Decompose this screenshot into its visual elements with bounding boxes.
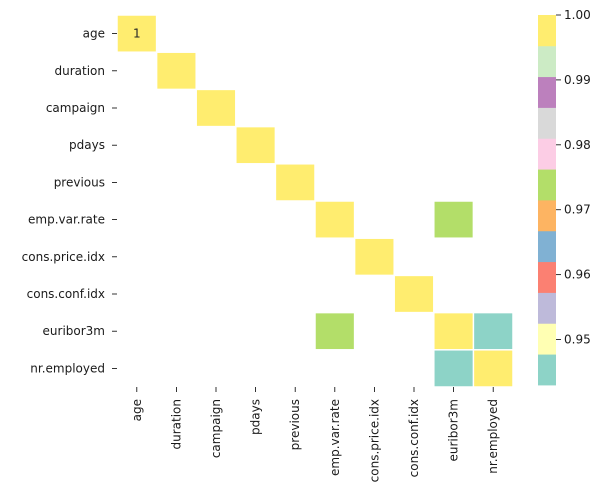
x-tick-label: previous xyxy=(288,399,302,450)
colorbar-tick-label: 0.96 xyxy=(564,268,591,282)
heatmap-cells xyxy=(117,15,513,387)
x-tick-label: nr.employed xyxy=(486,399,500,474)
cell-annotation: 1 xyxy=(133,27,141,41)
heatmap-cell-euribor3m-euribor3m xyxy=(434,313,473,350)
colorbar: 1.00 0.99 0.98 0.97 0.96 0.95 xyxy=(538,8,591,386)
y-tick-label: nr.employed xyxy=(30,361,105,375)
y-tick-label: duration xyxy=(55,64,106,78)
x-tick-label: cons.price.idx xyxy=(367,399,381,482)
colorbar-segment xyxy=(538,230,556,263)
x-tick-label: duration xyxy=(169,399,183,450)
y-tick-label: emp.var.rate xyxy=(28,213,105,227)
heatmap-cell-nr.employed-nr.employed xyxy=(474,350,513,387)
x-axis: age duration campaign pdays previous emp.var.… xyxy=(130,387,500,482)
heatmap-cell-euribor3m-nr.employed xyxy=(474,313,513,350)
x-tick-label: pdays xyxy=(249,399,263,435)
y-tick-label: cons.conf.idx xyxy=(27,287,105,301)
colorbar-segment xyxy=(538,138,556,170)
heatmap-cell-age-age xyxy=(117,15,156,52)
y-tick-label: age xyxy=(83,27,105,41)
heatmap-cell-emp.var.rate-euribor3m xyxy=(434,201,473,238)
heatmap-cell-duration-duration xyxy=(157,52,196,89)
heatmap-cell-campaign-campaign xyxy=(196,90,236,126)
x-tick-label: campaign xyxy=(209,399,223,458)
heatmap-cell-euribor3m-emp.var.rate xyxy=(315,313,354,350)
colorbar-tick-label: 0.97 xyxy=(564,203,591,217)
colorbar-tick-label: 1.00 xyxy=(564,8,591,22)
y-tick-label: euribor3m xyxy=(43,324,105,338)
colorbar-segment xyxy=(538,354,556,386)
heatmap-cell-nr.employed-euribor3m xyxy=(434,350,473,387)
y-axis: age duration campaign pdays previous emp.var.… xyxy=(22,27,117,375)
colorbar-segment xyxy=(538,292,556,324)
x-tick-label: euribor3m xyxy=(447,399,461,461)
colorbar-segment xyxy=(538,261,556,293)
heatmap-cell-cons.price.idx-cons.price.idx xyxy=(355,238,394,275)
heatmap-cell-pdays-pdays xyxy=(236,127,275,164)
heatmap-annotations: 1 xyxy=(133,27,141,41)
colorbar-segment xyxy=(538,76,556,108)
y-tick-label: previous xyxy=(54,175,105,189)
colorbar-tick-label: 0.98 xyxy=(564,138,591,152)
colorbar-segment xyxy=(538,169,556,201)
heatmap-cell-previous-previous xyxy=(276,164,315,201)
x-tick-label: cons.conf.idx xyxy=(407,399,421,477)
heatmap-cell-emp.var.rate-emp.var.rate xyxy=(315,201,354,238)
colorbar-segment xyxy=(538,107,556,139)
colorbar-tick-label: 0.99 xyxy=(564,73,591,87)
colorbar-segment xyxy=(538,323,556,355)
y-tick-label: campaign xyxy=(46,101,105,115)
colorbar-tick-label: 0.95 xyxy=(564,333,591,347)
colorbar-segment xyxy=(538,45,556,78)
colorbar-segment xyxy=(538,200,556,232)
colorbar-segment xyxy=(538,15,556,47)
y-tick-label: cons.price.idx xyxy=(22,250,105,264)
heatmap-cell-cons.conf.idx-cons.conf.idx xyxy=(394,276,434,312)
y-tick-label: pdays xyxy=(69,138,105,152)
x-tick-label: age xyxy=(130,399,144,421)
x-tick-label: emp.var.rate xyxy=(328,399,342,476)
